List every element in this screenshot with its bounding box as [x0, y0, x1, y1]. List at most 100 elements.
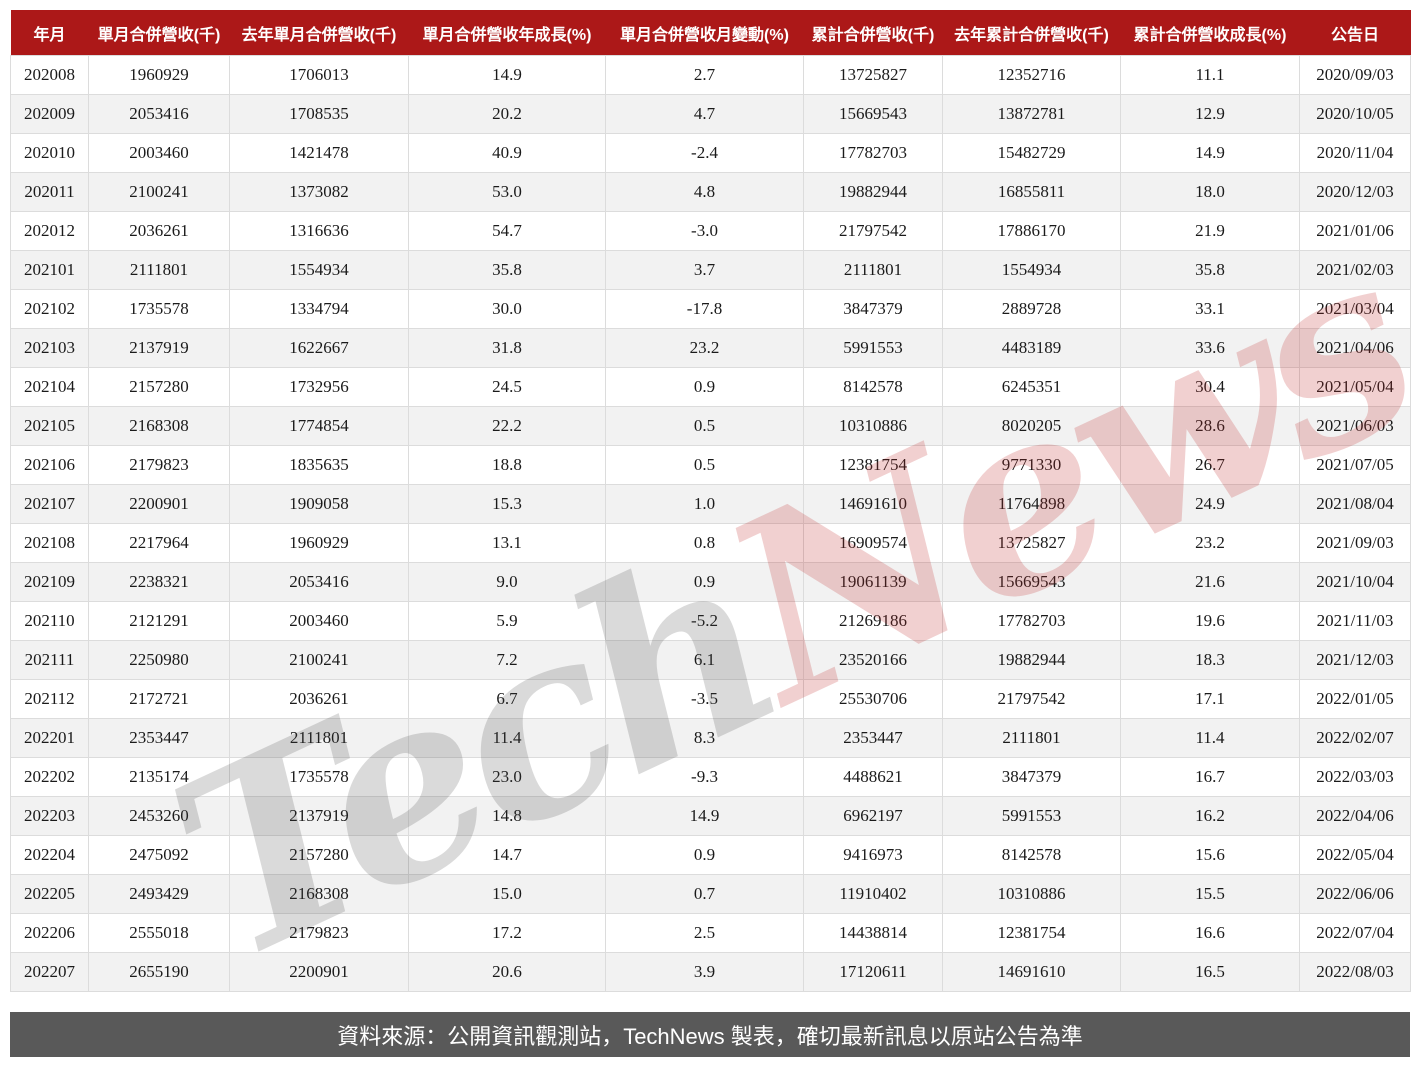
- table-cell: 2021/07/05: [1299, 445, 1411, 485]
- table-cell: 8020205: [942, 406, 1121, 446]
- table-cell: 35.8: [1120, 250, 1300, 290]
- table-header-row: 年月 單月合併營收(千) 去年單月合併營收(千) 單月合併營收年成長(%) 單月合併營收…: [10, 10, 1411, 56]
- footer-source-bar: 資料來源：公開資訊觀測站，TechNews 製表，確切最新訊息以原站公告為準: [10, 1012, 1410, 1057]
- table-row: 202103 2137919 1622667 31.8 23.2 5991553 44831…: [10, 328, 1411, 368]
- table-cell: 2022/06/06: [1299, 874, 1411, 914]
- table-cell: 2022/02/07: [1299, 718, 1411, 758]
- table-cell: 19061139: [803, 562, 943, 602]
- table-cell: 4488621: [803, 757, 943, 797]
- table-cell: 2889728: [942, 289, 1121, 329]
- table-cell: 18.8: [408, 445, 606, 485]
- table-cell: 202009: [10, 94, 89, 134]
- table-cell: 17886170: [942, 211, 1121, 251]
- table-cell: 2111801: [229, 718, 409, 758]
- table-cell: 1732956: [229, 367, 409, 407]
- table-cell: 2021/03/04: [1299, 289, 1411, 329]
- column-header-6: 去年累計合併營收(千): [942, 10, 1121, 56]
- table-cell: 1960929: [229, 523, 409, 563]
- table-cell: 14691610: [942, 952, 1121, 992]
- table-cell: 15.3: [408, 484, 606, 524]
- table-cell: 14438814: [803, 913, 943, 953]
- table-cell: 202108: [10, 523, 89, 563]
- table-cell: 5991553: [803, 328, 943, 368]
- table-cell: 2020/11/04: [1299, 133, 1411, 173]
- table-cell: 202107: [10, 484, 89, 524]
- table-row: 202105 2168308 1774854 22.2 0.5 10310886 80202…: [10, 406, 1411, 446]
- table-cell: 9416973: [803, 835, 943, 875]
- table-body: 202008 1960929 1706013 14.9 2.7 13725827 12352…: [10, 55, 1411, 992]
- table-cell: 23.2: [1120, 523, 1300, 563]
- table-cell: 14691610: [803, 484, 943, 524]
- table-cell: 8142578: [942, 835, 1121, 875]
- table-cell: 2100241: [229, 640, 409, 680]
- table-cell: 19.6: [1120, 601, 1300, 641]
- table-cell: 2036261: [229, 679, 409, 719]
- table-cell: 5991553: [942, 796, 1121, 836]
- table-cell: 15.6: [1120, 835, 1300, 875]
- table-cell: 7.2: [408, 640, 606, 680]
- table-cell: 202202: [10, 757, 89, 797]
- table-cell: 202104: [10, 367, 89, 407]
- table-cell: 2179823: [88, 445, 230, 485]
- table-cell: 202201: [10, 718, 89, 758]
- table-cell: 30.0: [408, 289, 606, 329]
- table-row: 202009 2053416 1708535 20.2 4.7 15669543 13872…: [10, 94, 1411, 134]
- table-cell: 17.2: [408, 913, 606, 953]
- table-cell: 24.9: [1120, 484, 1300, 524]
- table-cell: 13872781: [942, 94, 1121, 134]
- table-cell: 202112: [10, 679, 89, 719]
- table-cell: 2475092: [88, 835, 230, 875]
- table-cell: 2100241: [88, 172, 230, 212]
- table-cell: 17.1: [1120, 679, 1300, 719]
- table-cell: 2137919: [88, 328, 230, 368]
- table-cell: 4.8: [605, 172, 804, 212]
- table-cell: 6245351: [942, 367, 1121, 407]
- table-cell: 2353447: [803, 718, 943, 758]
- table-cell: 202106: [10, 445, 89, 485]
- table-cell: -5.2: [605, 601, 804, 641]
- table-cell: 16.2: [1120, 796, 1300, 836]
- table-cell: 33.1: [1120, 289, 1300, 329]
- table-cell: 202203: [10, 796, 89, 836]
- table-cell: 2053416: [88, 94, 230, 134]
- table-cell: 0.5: [605, 445, 804, 485]
- table-cell: 4483189: [942, 328, 1121, 368]
- table-cell: 1706013: [229, 55, 409, 95]
- table-cell: 19882944: [942, 640, 1121, 680]
- table-cell: 2021/09/03: [1299, 523, 1411, 563]
- table-cell: 1909058: [229, 484, 409, 524]
- table-cell: 2168308: [229, 874, 409, 914]
- table-cell: 2157280: [229, 835, 409, 875]
- table-cell: 11.4: [1120, 718, 1300, 758]
- table-cell: 15669543: [803, 94, 943, 134]
- table-row: 202110 2121291 2003460 5.9 -5.2 21269186 17782…: [10, 601, 1411, 641]
- table-cell: 202205: [10, 874, 89, 914]
- table-cell: 15.0: [408, 874, 606, 914]
- column-header-2: 去年單月合併營收(千): [229, 10, 409, 56]
- table-cell: 1554934: [942, 250, 1121, 290]
- table-cell: 202110: [10, 601, 89, 641]
- table-cell: 202206: [10, 913, 89, 953]
- table-cell: 12.9: [1120, 94, 1300, 134]
- table-cell: 9.0: [408, 562, 606, 602]
- table-cell: 53.0: [408, 172, 606, 212]
- table-cell: 14.9: [1120, 133, 1300, 173]
- table-cell: 33.6: [1120, 328, 1300, 368]
- table-cell: 25530706: [803, 679, 943, 719]
- table-cell: -9.3: [605, 757, 804, 797]
- table-cell: 2021/02/03: [1299, 250, 1411, 290]
- table-cell: 0.9: [605, 835, 804, 875]
- table-cell: 2172721: [88, 679, 230, 719]
- table-cell: 31.8: [408, 328, 606, 368]
- table-cell: 2168308: [88, 406, 230, 446]
- table-cell: 3847379: [803, 289, 943, 329]
- table-cell: 1960929: [88, 55, 230, 95]
- table-cell: 2157280: [88, 367, 230, 407]
- table-cell: 2.7: [605, 55, 804, 95]
- table-cell: 16855811: [942, 172, 1121, 212]
- table-cell: 14.9: [408, 55, 606, 95]
- table-cell: 2250980: [88, 640, 230, 680]
- table-cell: 2020/09/03: [1299, 55, 1411, 95]
- column-header-7: 累計合併營收成長(%): [1120, 10, 1300, 56]
- table-cell: 1708535: [229, 94, 409, 134]
